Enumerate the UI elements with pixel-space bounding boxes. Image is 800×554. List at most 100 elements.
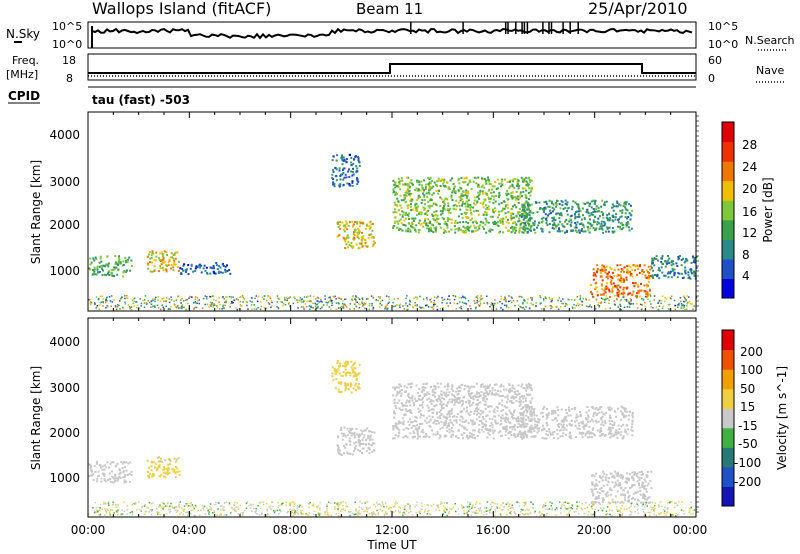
echo-cell <box>642 501 645 504</box>
echo-cell <box>527 183 530 186</box>
echo-cell <box>481 190 484 193</box>
echo-cell <box>516 184 518 187</box>
echo-cell <box>626 424 628 427</box>
echo-cell <box>358 438 360 441</box>
echo-cell <box>344 247 347 249</box>
echo-cell <box>493 429 496 432</box>
echo-cell <box>545 417 548 420</box>
echo-cell <box>456 221 459 224</box>
echo-cell <box>435 404 438 407</box>
echo-cell <box>519 295 521 298</box>
colorbar-segment <box>722 219 734 240</box>
echo-cell <box>326 304 328 306</box>
echo-cell <box>617 471 619 474</box>
echo-cell <box>683 295 685 297</box>
echo-cell <box>425 417 428 420</box>
echo-cell <box>101 468 104 471</box>
echo-cell <box>89 467 92 470</box>
echo-cell <box>148 476 151 479</box>
echo-cell <box>187 264 190 266</box>
echo-cell <box>588 231 591 234</box>
echo-cell <box>500 419 502 422</box>
echo-cell <box>498 213 501 216</box>
echo-cell <box>468 179 471 182</box>
echo-cell <box>146 459 149 462</box>
echo-cell <box>410 198 413 201</box>
echo-cell <box>128 256 131 259</box>
echo-cell <box>513 228 516 231</box>
echo-cell <box>486 385 489 388</box>
echo-cell <box>462 225 465 228</box>
echo-cell <box>395 394 398 397</box>
echo-cell <box>353 362 355 365</box>
echo-cell <box>159 267 162 270</box>
echo-cell <box>240 305 243 307</box>
echo-cell <box>467 228 470 231</box>
echo-cell <box>169 256 172 259</box>
echo-cell <box>484 191 487 194</box>
echo-cell <box>609 429 612 432</box>
echo-cell <box>497 431 500 434</box>
echo-cell <box>475 182 478 185</box>
echo-cell <box>102 264 105 267</box>
echo-cell <box>470 404 473 407</box>
echo-cell <box>595 482 598 485</box>
echo-region-band-1700-2130 <box>519 199 634 234</box>
echo-cell <box>306 296 308 298</box>
echo-cell <box>99 301 102 304</box>
echo-cell <box>402 211 405 214</box>
echo-cell <box>650 266 653 269</box>
echo-cell <box>178 470 181 473</box>
echo-cell <box>467 399 470 402</box>
echo-cell <box>157 270 160 273</box>
echo-cell <box>228 295 231 298</box>
echo-cell <box>575 223 578 226</box>
echo-cell <box>163 297 165 299</box>
echo-cell <box>108 478 111 481</box>
echo-cell <box>512 425 515 428</box>
echo-cell <box>503 207 506 210</box>
echo-cell <box>592 274 595 277</box>
power-cbar-tick-20: 20 <box>742 182 757 196</box>
echo-cell <box>488 392 491 395</box>
echo-cell <box>606 227 609 230</box>
echo-cell <box>124 474 127 477</box>
echo-cell <box>267 302 270 304</box>
echo-cell <box>602 212 605 215</box>
echo-cell <box>133 305 135 307</box>
echo-cell <box>367 434 370 437</box>
echo-cell <box>521 395 524 398</box>
echo-cell <box>605 269 607 271</box>
echo-cell <box>488 208 491 211</box>
echo-cell <box>624 212 627 215</box>
echo-cell <box>579 295 582 297</box>
echo-cell <box>368 228 371 231</box>
echo-cell <box>524 430 527 433</box>
echo-cell <box>511 428 514 431</box>
echo-cell <box>199 266 202 269</box>
echo-cell <box>399 179 402 182</box>
echo-cell <box>515 191 518 193</box>
echo-cell <box>296 301 299 304</box>
echo-cell <box>475 403 478 406</box>
echo-cell <box>363 302 365 304</box>
echo-cell <box>551 227 554 230</box>
echo-cell <box>352 296 354 298</box>
echo-cell <box>232 302 234 304</box>
echo-cell <box>551 410 554 413</box>
echo-cell <box>154 466 156 469</box>
echo-cell <box>520 203 523 206</box>
echo-cell <box>512 212 515 215</box>
echo-cell <box>562 426 565 429</box>
echo-cell <box>466 436 469 438</box>
echo-cell <box>355 299 357 302</box>
echo-cell <box>417 205 420 208</box>
echo-cell <box>529 409 532 412</box>
echo-cell <box>554 218 557 221</box>
echo-cell <box>625 300 628 302</box>
echo-cell <box>340 305 343 308</box>
echo-cell <box>577 203 580 206</box>
echo-cell <box>230 297 233 299</box>
echo-cell <box>371 308 374 311</box>
